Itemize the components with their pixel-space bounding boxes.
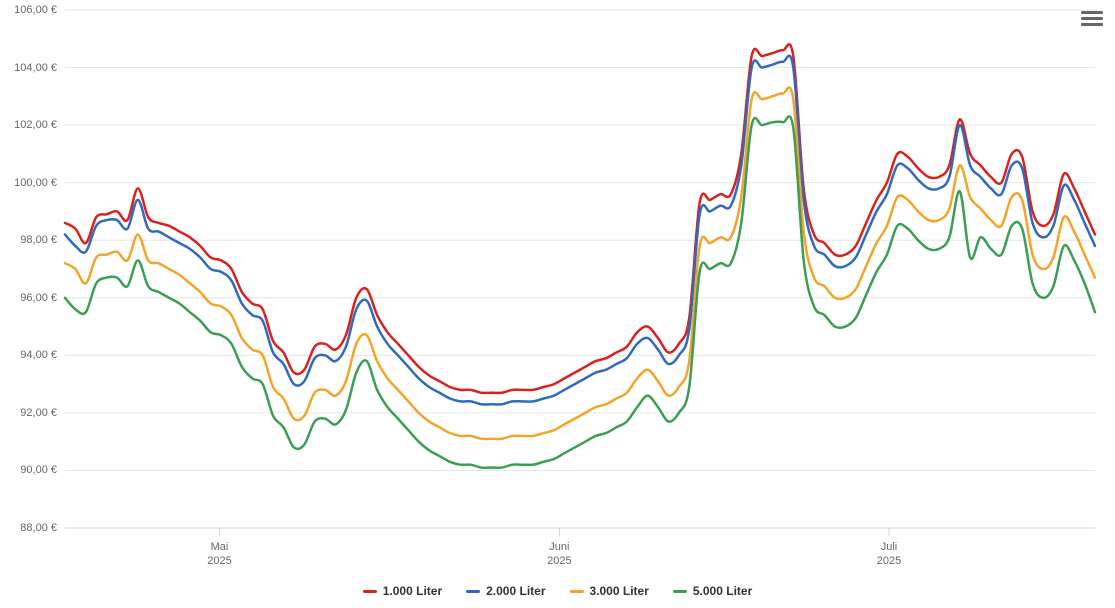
legend-item[interactable]: 2.000 Liter (466, 584, 545, 598)
y-tick-label: 98,00 € (0, 234, 57, 246)
legend-label: 1.000 Liter (383, 584, 442, 598)
x-tick-label: Juni2025 (547, 540, 571, 569)
legend-swatch (570, 590, 584, 593)
series-line[interactable] (65, 56, 1095, 405)
legend-item[interactable]: 3.000 Liter (570, 584, 649, 598)
y-tick-label: 96,00 € (0, 292, 57, 304)
legend-label: 3.000 Liter (590, 584, 649, 598)
legend-swatch (466, 590, 480, 593)
legend-label: 5.000 Liter (693, 584, 752, 598)
y-tick-label: 100,00 € (0, 177, 57, 189)
y-tick-label: 102,00 € (0, 119, 57, 131)
legend-item[interactable]: 1.000 Liter (363, 584, 442, 598)
x-tick-label: Mai2025 (207, 540, 231, 569)
y-tick-label: 94,00 € (0, 349, 57, 361)
chart-plot-area (0, 0, 1115, 608)
legend-item[interactable]: 5.000 Liter (673, 584, 752, 598)
legend-swatch (673, 590, 687, 593)
y-tick-label: 106,00 € (0, 4, 57, 16)
legend-label: 2.000 Liter (486, 584, 545, 598)
y-tick-label: 92,00 € (0, 407, 57, 419)
price-chart: 88,00 € 90,00 € 92,00 € 94,00 € 96,00 € 98,00… (0, 0, 1115, 608)
x-tick-label: Juli2025 (877, 540, 901, 569)
chart-legend: 1.000 Liter 2.000 Liter 3.000 Liter 5.000 L… (0, 582, 1115, 599)
legend-swatch (363, 590, 377, 593)
series-line[interactable] (65, 87, 1095, 439)
y-tick-label: 88,00 € (0, 522, 57, 534)
y-tick-label: 90,00 € (0, 464, 57, 476)
y-tick-label: 104,00 € (0, 62, 57, 74)
